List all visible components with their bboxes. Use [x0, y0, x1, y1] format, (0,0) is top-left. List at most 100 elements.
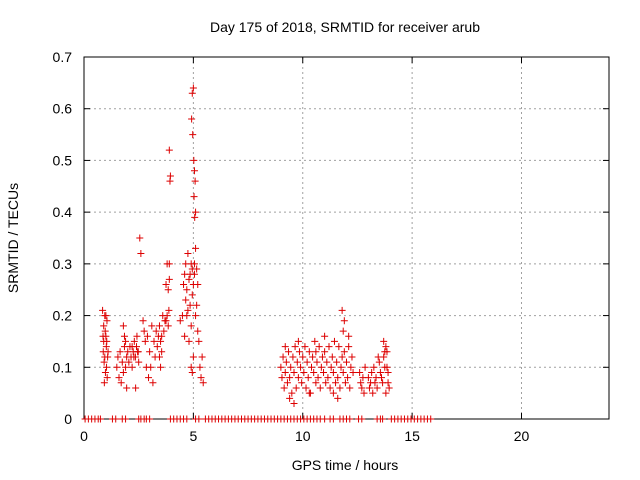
data-point — [184, 306, 192, 314]
data-point — [134, 348, 142, 356]
data-point — [369, 389, 377, 397]
data-point — [183, 286, 191, 294]
data-point — [336, 384, 344, 392]
data-point — [192, 208, 200, 216]
data-point — [188, 89, 196, 97]
data-point-layer — [81, 84, 435, 423]
data-point — [181, 332, 189, 340]
data-point — [195, 337, 203, 345]
data-point — [326, 384, 334, 392]
data-point — [313, 358, 321, 366]
data-point — [101, 353, 109, 361]
data-point — [148, 322, 156, 330]
y-tick-label: 0.5 — [53, 152, 73, 168]
data-point — [114, 353, 122, 361]
data-point — [182, 296, 190, 304]
data-point — [112, 415, 120, 423]
data-point — [143, 332, 151, 340]
data-point — [332, 379, 340, 387]
data-point — [185, 337, 193, 345]
data-point — [113, 363, 121, 371]
data-point — [321, 332, 329, 340]
data-point — [189, 353, 197, 361]
x-axis-label: GPS time / hours — [292, 457, 399, 473]
data-point — [358, 384, 366, 392]
y-tick-label: 0.7 — [53, 49, 73, 65]
data-point — [290, 368, 298, 376]
y-tick-label: 0 — [64, 411, 72, 427]
data-point — [157, 363, 165, 371]
data-point — [382, 343, 390, 351]
data-point — [140, 327, 148, 335]
data-point — [346, 415, 354, 423]
data-point — [277, 363, 285, 371]
data-point — [382, 389, 390, 397]
data-point — [115, 374, 123, 382]
data-point — [145, 374, 153, 382]
data-point — [427, 415, 435, 423]
data-point — [147, 363, 155, 371]
y-tick-label: 0.3 — [53, 256, 73, 272]
data-point — [311, 337, 319, 345]
data-point — [119, 368, 127, 376]
data-point — [193, 265, 201, 273]
data-point — [317, 363, 325, 371]
data-point — [345, 332, 353, 340]
data-point — [325, 343, 333, 351]
data-point — [330, 337, 338, 345]
data-point — [299, 353, 307, 361]
data-point — [164, 286, 172, 294]
data-point — [133, 332, 141, 340]
data-point — [335, 343, 343, 351]
data-point — [278, 374, 286, 382]
data-point — [103, 317, 111, 325]
data-point — [334, 374, 342, 382]
data-point — [339, 368, 347, 376]
data-point — [357, 379, 365, 387]
data-point — [297, 363, 305, 371]
data-point — [286, 394, 294, 402]
data-point — [194, 327, 202, 335]
x-tick-label: 20 — [514, 428, 530, 444]
data-point — [305, 348, 313, 356]
data-point — [146, 415, 154, 423]
data-point — [116, 348, 124, 356]
data-point — [383, 348, 391, 356]
data-point — [153, 343, 161, 351]
data-point — [365, 384, 373, 392]
data-point — [360, 389, 368, 397]
data-point — [99, 306, 107, 314]
data-point — [130, 337, 138, 345]
data-point — [197, 374, 205, 382]
data-point — [294, 374, 302, 382]
data-point — [281, 343, 289, 351]
data-point — [183, 312, 191, 320]
data-point — [358, 415, 366, 423]
data-point — [188, 115, 196, 123]
data-point — [162, 317, 170, 325]
data-point — [166, 177, 174, 185]
data-point — [188, 368, 196, 376]
data-point — [295, 348, 303, 356]
data-point — [100, 358, 108, 366]
y-tick-label: 0.2 — [53, 308, 73, 324]
data-point — [123, 384, 131, 392]
data-point — [190, 270, 198, 278]
data-point — [187, 363, 195, 371]
data-point — [155, 322, 163, 330]
tick-layer — [83, 56, 609, 420]
data-point — [302, 384, 310, 392]
data-point — [128, 363, 136, 371]
data-point — [341, 379, 349, 387]
data-point — [165, 306, 173, 314]
data-point — [198, 353, 206, 361]
data-point — [328, 353, 336, 361]
data-point — [301, 343, 309, 351]
data-point — [155, 353, 163, 361]
data-point — [316, 384, 324, 392]
data-point — [375, 358, 383, 366]
data-point — [187, 322, 195, 330]
data-point — [193, 301, 201, 309]
data-point — [304, 374, 312, 382]
data-point — [101, 368, 109, 376]
